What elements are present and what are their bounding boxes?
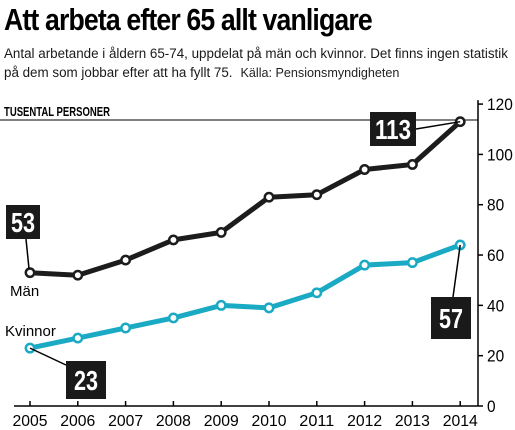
x-tick-label: 2014 bbox=[443, 413, 478, 430]
data-point bbox=[215, 226, 227, 238]
data-point bbox=[120, 254, 132, 266]
y-tick-label: 20 bbox=[487, 347, 504, 366]
data-point bbox=[263, 191, 275, 203]
x-tick-label: 2008 bbox=[156, 413, 191, 430]
series-label-kvinnor: Kvinnor bbox=[5, 323, 56, 340]
x-tick-label: 2009 bbox=[204, 413, 239, 430]
x-tick-label: 2011 bbox=[299, 413, 334, 430]
callout-leader bbox=[452, 244, 461, 298]
data-point bbox=[359, 259, 371, 271]
data-point bbox=[406, 159, 418, 170]
series-label-man: Män bbox=[10, 283, 39, 300]
y-tick-label: 80 bbox=[487, 196, 504, 215]
data-point bbox=[24, 342, 36, 354]
callout-value: 23 bbox=[74, 365, 98, 396]
data-point bbox=[120, 322, 132, 334]
callout-box bbox=[431, 297, 471, 339]
data-point bbox=[406, 257, 418, 269]
source-credit: Källa: Pensionsmyndigheten bbox=[240, 66, 400, 80]
series-line-kvinnor bbox=[29, 242, 462, 351]
x-tick-label: 2005 bbox=[13, 413, 48, 430]
callout-value: 53 bbox=[11, 207, 35, 238]
y-tick-label: 40 bbox=[487, 296, 504, 315]
x-tick-label: 2010 bbox=[252, 413, 287, 430]
y-tick-label: 100 bbox=[487, 145, 513, 164]
x-tick-label: 2012 bbox=[347, 413, 382, 430]
x-tick-label: 2013 bbox=[395, 413, 430, 430]
x-tick-label: 2006 bbox=[60, 413, 95, 430]
subtitle-text: Antal arbetande i åldern 65-74, uppdelat… bbox=[4, 46, 508, 80]
callout-leader bbox=[415, 120, 461, 130]
data-point bbox=[311, 287, 323, 299]
callout-value: 57 bbox=[439, 303, 463, 334]
data-point bbox=[72, 332, 84, 344]
data-point bbox=[167, 312, 179, 324]
data-point bbox=[167, 234, 179, 246]
data-point bbox=[311, 189, 323, 201]
data-point bbox=[263, 302, 275, 314]
y-axis-label: TUSENTAL PERSONER bbox=[4, 105, 110, 119]
y-tick-label: 120 bbox=[487, 95, 513, 114]
callout-box bbox=[370, 112, 416, 146]
callout-leader bbox=[29, 347, 67, 366]
data-point bbox=[72, 269, 84, 281]
y-tick-label: 60 bbox=[487, 246, 504, 265]
x-tick-label: 2007 bbox=[108, 413, 143, 430]
chart-title: Att arbeta efter 65 allt vanligare bbox=[4, 2, 373, 37]
chart-subtitle: Antal arbetande i åldern 65-74, uppdelat… bbox=[4, 44, 509, 83]
callout-box bbox=[66, 361, 106, 399]
callout-leader bbox=[25, 238, 30, 269]
y-tick-label: 0 bbox=[487, 397, 496, 416]
series-line-man bbox=[29, 119, 462, 278]
data-point bbox=[215, 299, 227, 311]
data-point bbox=[24, 267, 36, 279]
data-point bbox=[359, 164, 371, 175]
callout-value: 113 bbox=[375, 114, 411, 145]
callout-box bbox=[6, 205, 40, 239]
